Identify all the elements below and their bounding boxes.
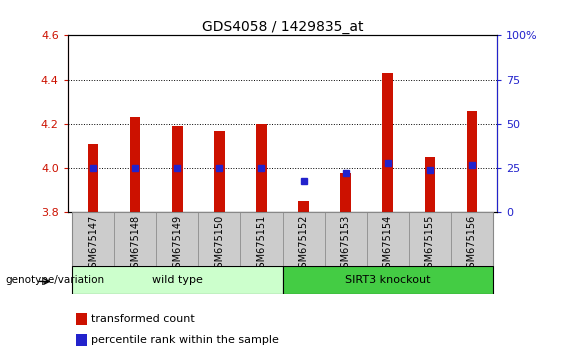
Text: GSM675152: GSM675152 [298, 215, 308, 274]
Bar [424, 157, 435, 212]
Text: GSM675151: GSM675151 [257, 215, 267, 274]
Text: wild type: wild type [152, 275, 203, 285]
Text: GSM675148: GSM675148 [130, 215, 140, 274]
Bar [72, 212, 114, 266]
Text: GSM675153: GSM675153 [341, 215, 351, 274]
Bar [72, 266, 282, 294]
Bar [409, 212, 451, 266]
Text: SIRT3 knockout: SIRT3 knockout [345, 275, 431, 285]
Bar [130, 117, 141, 212]
Title: GDS4058 / 1429835_at: GDS4058 / 1429835_at [202, 21, 363, 34]
Bar [340, 172, 351, 212]
Bar [383, 73, 393, 212]
Bar [156, 212, 198, 266]
Bar [214, 131, 225, 212]
Bar [76, 313, 87, 325]
Bar [282, 266, 493, 294]
Bar [76, 334, 87, 346]
Text: percentile rank within the sample: percentile rank within the sample [92, 335, 279, 345]
Bar [256, 124, 267, 212]
Text: GSM675154: GSM675154 [383, 215, 393, 274]
Bar [467, 110, 477, 212]
Bar [114, 212, 156, 266]
Text: GSM675147: GSM675147 [88, 215, 98, 274]
Text: GSM675149: GSM675149 [172, 215, 182, 274]
Text: GSM675156: GSM675156 [467, 215, 477, 274]
Bar [240, 212, 282, 266]
Bar [451, 212, 493, 266]
Bar [298, 201, 309, 212]
Bar [367, 212, 409, 266]
Text: transformed count: transformed count [92, 314, 195, 324]
Bar [282, 212, 325, 266]
Text: GSM675155: GSM675155 [425, 215, 435, 274]
Bar [88, 144, 98, 212]
Bar [172, 126, 182, 212]
Bar [325, 212, 367, 266]
Bar [198, 212, 240, 266]
Text: genotype/variation: genotype/variation [6, 275, 105, 285]
Text: GSM675150: GSM675150 [214, 215, 224, 274]
